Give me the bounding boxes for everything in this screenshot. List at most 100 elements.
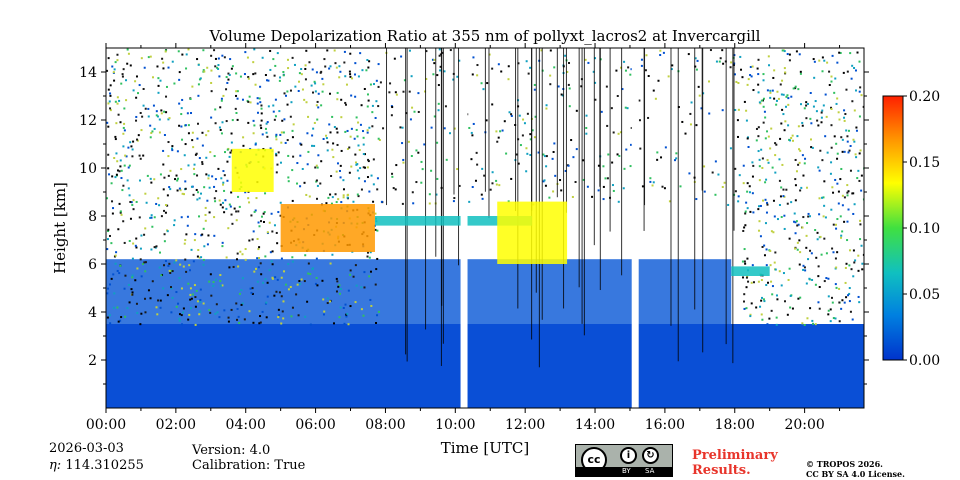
noise-pixel bbox=[215, 190, 218, 193]
x-tick-label: 18:00 bbox=[715, 417, 755, 433]
noise-pixel bbox=[196, 300, 199, 303]
noise-pixel bbox=[225, 88, 228, 91]
noise-pixel bbox=[251, 238, 254, 241]
noise-pixel bbox=[204, 219, 207, 222]
noise-pixel bbox=[237, 315, 240, 318]
noise-pixel bbox=[260, 107, 263, 110]
noise-pixel bbox=[299, 154, 302, 157]
noise-pixel bbox=[545, 155, 548, 158]
noise-pixel bbox=[135, 200, 138, 203]
noise-pixel bbox=[138, 84, 141, 87]
noise-pixel bbox=[758, 101, 761, 104]
noise-pixel bbox=[823, 180, 826, 183]
noise-pixel bbox=[852, 275, 855, 278]
noise-pixel bbox=[794, 158, 797, 161]
noise-pixel bbox=[358, 149, 361, 152]
noise-pixel bbox=[333, 49, 336, 52]
noise-pixel bbox=[344, 101, 347, 104]
noise-pixel bbox=[862, 198, 864, 201]
noise-pixel bbox=[358, 177, 361, 180]
noise-pixel bbox=[203, 245, 206, 248]
noise-pixel bbox=[200, 192, 203, 195]
noise-pixel bbox=[854, 259, 857, 262]
noise-pixel bbox=[126, 48, 129, 51]
noise-pixel bbox=[164, 204, 167, 207]
noise-pixel bbox=[838, 51, 841, 54]
noise-pixel bbox=[766, 89, 769, 92]
noise-pixel bbox=[304, 315, 307, 318]
noise-pixel bbox=[225, 120, 228, 123]
noise-pixel bbox=[298, 280, 301, 283]
noise-pixel bbox=[813, 60, 816, 63]
noise-pixel bbox=[810, 146, 813, 149]
x-axis: 00:00 02:00 04:00 06:00 08:00 10:00 12:00 14:00… bbox=[86, 43, 841, 433]
noise-pixel bbox=[219, 128, 222, 131]
noise-pixel bbox=[134, 279, 137, 282]
noise-pixel bbox=[844, 266, 847, 269]
noise-pixel bbox=[368, 60, 371, 63]
noise-pixel bbox=[809, 307, 812, 310]
x-tick-label: 16:00 bbox=[645, 417, 685, 433]
noise-pixel bbox=[221, 54, 224, 57]
noise-pixel bbox=[765, 211, 768, 214]
noise-pixel bbox=[372, 158, 375, 161]
noise-pixel bbox=[552, 150, 555, 153]
noise-pixel bbox=[178, 71, 181, 74]
noise-pixel bbox=[738, 174, 741, 177]
noise-pixel bbox=[780, 186, 783, 189]
noise-pixel bbox=[248, 95, 251, 98]
noise-pixel bbox=[304, 254, 307, 257]
noise-pixel bbox=[730, 61, 733, 64]
eta-value: 114.310255 bbox=[65, 458, 144, 473]
noise-pixel bbox=[525, 60, 528, 63]
noise-pixel bbox=[760, 99, 763, 102]
noise-pixel bbox=[847, 151, 850, 154]
noise-pixel bbox=[164, 50, 167, 53]
noise-pixel bbox=[111, 212, 114, 215]
noise-pixel bbox=[317, 106, 320, 109]
noise-pixel bbox=[836, 61, 839, 64]
noise-pixel bbox=[188, 269, 191, 272]
noise-pixel bbox=[236, 90, 239, 93]
noise-pixel bbox=[363, 166, 366, 169]
noise-pixel bbox=[149, 216, 152, 219]
noise-pixel bbox=[768, 64, 771, 67]
noise-pixel bbox=[408, 49, 411, 52]
noise-pixel bbox=[310, 84, 313, 87]
noise-pixel bbox=[847, 208, 850, 211]
noise-pixel bbox=[173, 224, 176, 227]
noise-pixel bbox=[848, 149, 851, 152]
noise-pixel bbox=[127, 283, 130, 286]
noise-pixel bbox=[346, 148, 349, 151]
noise-pixel bbox=[585, 132, 588, 135]
noise-pixel bbox=[783, 129, 786, 132]
noise-pixel bbox=[163, 240, 166, 243]
noise-pixel bbox=[470, 158, 473, 161]
noise-pixel bbox=[337, 285, 340, 288]
noise-pixel bbox=[121, 75, 124, 78]
noise-pixel bbox=[844, 281, 847, 284]
profile-streak bbox=[599, 48, 601, 187]
noise-pixel bbox=[271, 250, 274, 253]
noise-pixel bbox=[221, 241, 224, 244]
noise-pixel bbox=[721, 109, 724, 112]
noise-pixel bbox=[846, 184, 849, 187]
noise-pixel bbox=[376, 188, 379, 191]
noise-pixel bbox=[438, 48, 441, 51]
noise-pixel bbox=[773, 69, 776, 72]
noise-pixel bbox=[841, 150, 844, 153]
noise-pixel bbox=[594, 98, 597, 101]
noise-pixel bbox=[228, 203, 231, 206]
noise-pixel bbox=[236, 118, 239, 121]
noise-pixel bbox=[276, 242, 279, 245]
noise-pixel bbox=[106, 197, 109, 200]
noise-pixel bbox=[332, 156, 335, 159]
noise-pixel bbox=[801, 322, 804, 325]
noise-pixel bbox=[151, 130, 154, 133]
noise-pixel bbox=[345, 315, 348, 318]
noise-pixel bbox=[320, 104, 323, 107]
noise-pixel bbox=[745, 109, 748, 112]
noise-pixel bbox=[729, 147, 732, 150]
noise-pixel bbox=[271, 276, 274, 279]
